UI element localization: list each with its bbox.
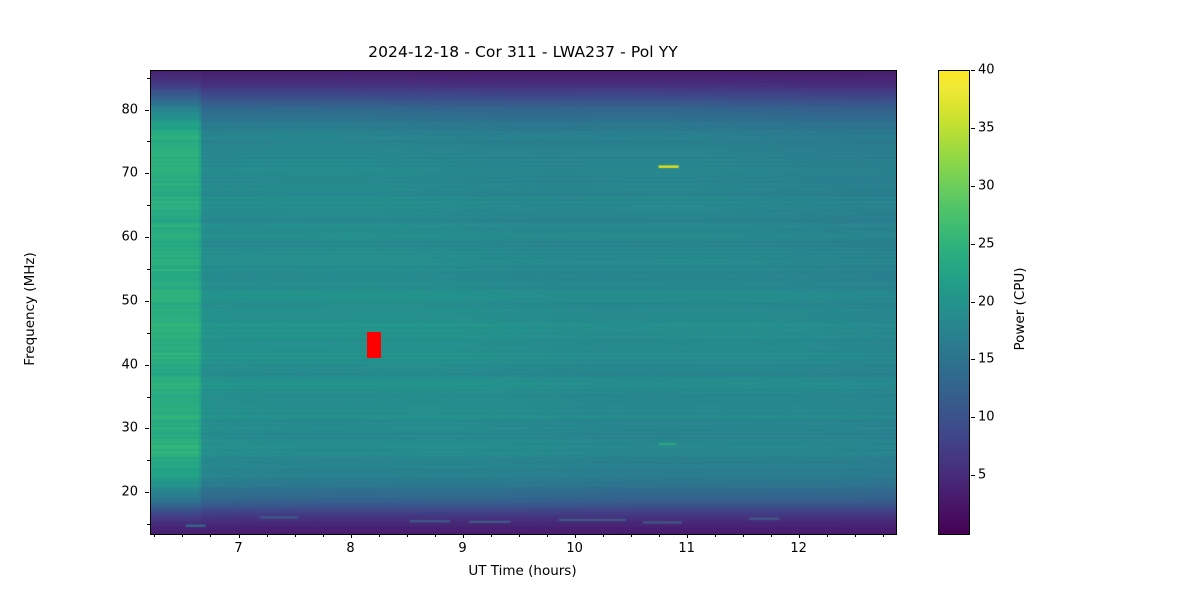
colorbar-gradient	[938, 70, 970, 535]
y-tick-20	[145, 492, 149, 494]
x-minor-tick	[294, 534, 296, 537]
x-tick-12	[798, 534, 800, 538]
y-minor-tick	[147, 524, 150, 526]
x-minor-tick	[154, 534, 156, 537]
spectrum-canvas	[151, 71, 896, 534]
burst-marker-box	[366, 332, 381, 359]
x-tick-11	[686, 534, 688, 538]
x-minor-tick	[714, 534, 716, 537]
x-minor-tick	[630, 534, 632, 537]
y-tick-80	[145, 109, 149, 111]
colorbar-tick-10	[971, 417, 975, 419]
x-tick-label: 10	[566, 541, 583, 556]
x-minor-tick	[378, 534, 380, 537]
y-tick-label: 70	[121, 165, 138, 181]
x-minor-tick	[406, 534, 408, 537]
x-tick-label: 9	[458, 541, 467, 556]
x-tick-8	[350, 534, 352, 538]
x-minor-tick	[770, 534, 772, 537]
x-tick-10	[574, 534, 576, 538]
colorbar-tick-15	[971, 359, 975, 361]
y-tick-60	[145, 237, 149, 239]
x-minor-tick	[322, 534, 324, 537]
x-minor-tick	[210, 534, 212, 537]
y-minor-tick	[147, 460, 150, 462]
y-tick-label: 40	[121, 357, 138, 373]
x-minor-tick	[742, 534, 744, 537]
colorbar-tick-25	[971, 243, 975, 245]
plot-axes[interactable]	[150, 70, 897, 535]
y-minor-tick	[147, 141, 150, 143]
y-tick-label: 50	[121, 293, 138, 309]
y-minor-tick	[147, 396, 150, 398]
colorbar-tick-label: 5	[978, 467, 987, 483]
x-minor-tick	[182, 534, 184, 537]
colorbar-tick-label: 40	[978, 62, 995, 78]
y-tick-label: 80	[121, 102, 138, 118]
x-minor-tick	[490, 534, 492, 537]
y-tick-label: 60	[121, 229, 138, 245]
x-minor-tick	[882, 534, 884, 537]
colorbar-tick-40	[971, 70, 975, 71]
y-tick-30	[145, 428, 149, 430]
y-tick-50	[145, 300, 149, 302]
x-tick-label: 11	[678, 541, 695, 556]
colorbar-tick-label: 35	[978, 120, 995, 136]
colorbar[interactable]	[938, 70, 970, 535]
colorbar-tick-label: 10	[978, 409, 995, 425]
x-minor-tick	[434, 534, 436, 537]
colorbar-tick-5	[971, 475, 975, 477]
y-minor-tick	[147, 77, 150, 79]
y-minor-tick	[147, 268, 150, 270]
colorbar-tick-20	[971, 301, 975, 303]
x-axis-label: UT Time (hours)	[468, 563, 577, 579]
colorbar-tick-35	[971, 127, 975, 129]
colorbar-tick-label: 25	[978, 236, 995, 252]
dynamic-spectrum-image[interactable]	[151, 71, 896, 534]
x-minor-tick	[518, 534, 520, 537]
colorbar-tick-30	[971, 185, 975, 187]
colorbar-canvas	[939, 71, 969, 534]
x-minor-tick	[602, 534, 604, 537]
x-minor-tick	[854, 534, 856, 537]
x-minor-tick	[658, 534, 660, 537]
x-minor-tick	[546, 534, 548, 537]
x-minor-tick	[826, 534, 828, 537]
y-tick-70	[145, 173, 149, 175]
colorbar-label: Power (CPU)	[1012, 267, 1028, 351]
x-tick-label: 7	[234, 541, 243, 556]
x-minor-tick	[266, 534, 268, 537]
colorbar-tick-label: 30	[978, 178, 995, 194]
x-tick-label: 8	[346, 541, 355, 556]
x-tick-9	[462, 534, 464, 538]
y-tick-40	[145, 364, 149, 366]
y-minor-tick	[147, 205, 150, 207]
x-tick-label: 12	[790, 541, 807, 556]
y-minor-tick	[147, 332, 150, 334]
page-title: 2024-12-18 - Cor 311 - LWA237 - Pol YY	[368, 43, 678, 61]
colorbar-tick-label: 15	[978, 351, 995, 367]
colorbar-tick-label: 20	[978, 294, 995, 309]
y-tick-label: 30	[121, 420, 138, 436]
y-tick-label: 20	[121, 484, 138, 500]
x-tick-7	[238, 534, 240, 538]
